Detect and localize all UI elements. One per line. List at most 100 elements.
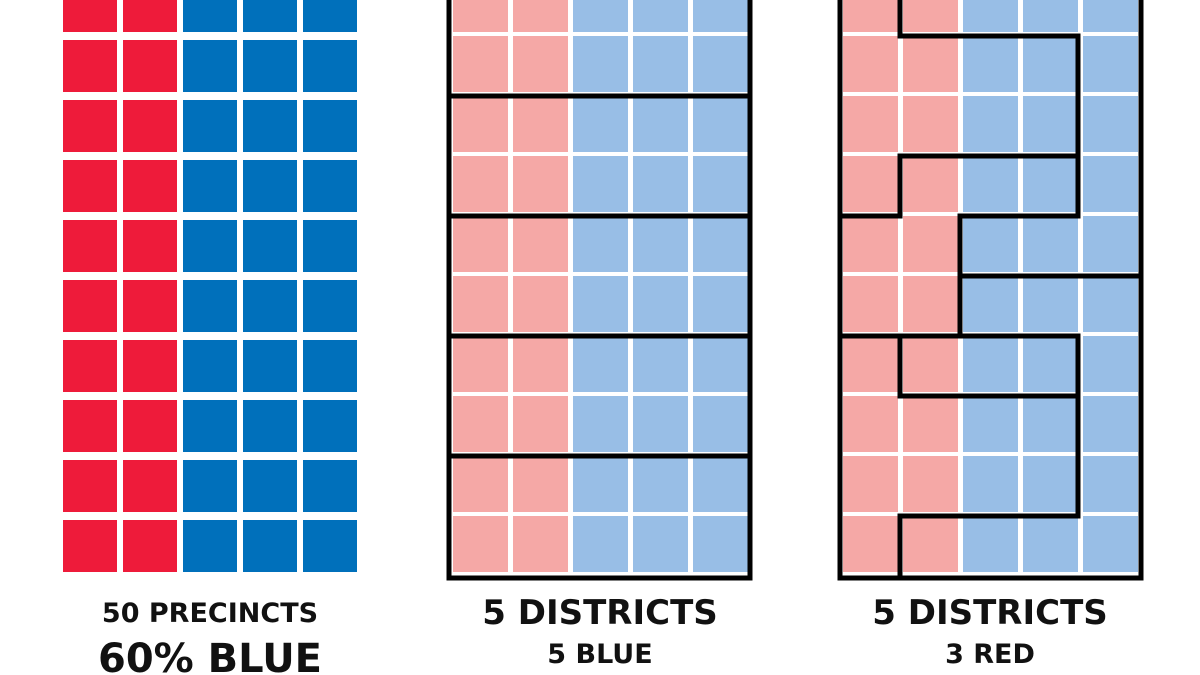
panel-title: 5 DISTRICTS <box>872 593 1108 633</box>
precinct <box>123 160 177 212</box>
precinct <box>303 520 357 572</box>
precinct <box>63 160 117 212</box>
precinct <box>243 100 297 152</box>
precinct <box>633 156 688 212</box>
precinct <box>453 276 508 332</box>
precinct <box>963 96 1018 152</box>
precinct <box>903 456 958 512</box>
precinct <box>1023 0 1078 32</box>
precinct <box>633 276 688 332</box>
precinct <box>963 336 1018 392</box>
precinct <box>573 36 628 92</box>
precinct <box>453 96 508 152</box>
precinct <box>123 220 177 272</box>
precinct <box>513 516 568 572</box>
precinct <box>303 280 357 332</box>
precinct <box>903 36 958 92</box>
panel-subtitle: 60% BLUE <box>98 636 322 675</box>
precinct <box>123 400 177 452</box>
precinct <box>573 216 628 272</box>
precinct <box>63 40 117 92</box>
precinct <box>453 456 508 512</box>
precinct <box>183 220 237 272</box>
precinct <box>1083 396 1138 452</box>
precinct <box>903 156 958 212</box>
precinct <box>513 36 568 92</box>
precinct <box>303 0 357 32</box>
precinct <box>303 40 357 92</box>
precinct <box>243 280 297 332</box>
precinct <box>963 156 1018 212</box>
precinct <box>1083 456 1138 512</box>
precinct <box>693 456 748 512</box>
precinct <box>63 220 117 272</box>
precinct <box>693 516 748 572</box>
precinct <box>573 0 628 32</box>
precinct <box>453 336 508 392</box>
precinct <box>963 276 1018 332</box>
precinct <box>843 36 898 92</box>
precinct <box>513 156 568 212</box>
precinct <box>843 96 898 152</box>
precinct <box>123 40 177 92</box>
precinct <box>1083 216 1138 272</box>
precinct <box>843 396 898 452</box>
precinct <box>453 156 508 212</box>
precinct <box>1023 516 1078 572</box>
precinct <box>633 396 688 452</box>
precinct <box>123 280 177 332</box>
precinct <box>843 216 898 272</box>
precinct <box>243 160 297 212</box>
precinct <box>183 340 237 392</box>
precinct <box>123 340 177 392</box>
precinct <box>63 520 117 572</box>
precinct <box>573 156 628 212</box>
precinct <box>243 220 297 272</box>
panel-subtitle: 5 BLUE <box>547 639 652 670</box>
precinct <box>243 340 297 392</box>
districts-compact <box>446 0 753 581</box>
precinct <box>513 276 568 332</box>
precinct <box>903 396 958 452</box>
precinct <box>183 100 237 152</box>
precinct <box>303 460 357 512</box>
precinct <box>123 0 177 32</box>
precinct <box>633 36 688 92</box>
precinct <box>63 0 117 32</box>
panel-title: 5 DISTRICTS <box>482 593 718 633</box>
panel-title: 50 PRECINCTS <box>102 598 318 629</box>
precinct <box>63 280 117 332</box>
precinct <box>693 216 748 272</box>
precinct <box>513 96 568 152</box>
precinct <box>903 516 958 572</box>
precinct <box>693 0 748 32</box>
precinct <box>513 396 568 452</box>
precinct-grids <box>63 0 1138 572</box>
panel-subtitle: 3 RED <box>945 639 1035 670</box>
precinct <box>243 460 297 512</box>
precinct <box>963 396 1018 452</box>
precinct <box>633 0 688 32</box>
precinct <box>243 0 297 32</box>
precinct <box>1083 336 1138 392</box>
precinct <box>633 516 688 572</box>
precinct <box>303 100 357 152</box>
precinct <box>903 276 958 332</box>
precinct <box>573 396 628 452</box>
district-outline <box>446 0 753 581</box>
district-border <box>840 333 1081 578</box>
precinct <box>843 516 898 572</box>
precinct <box>453 36 508 92</box>
precinct <box>1083 96 1138 152</box>
precinct <box>573 96 628 152</box>
precinct <box>1083 516 1138 572</box>
precinct <box>963 36 1018 92</box>
precinct <box>573 516 628 572</box>
precinct <box>1023 216 1078 272</box>
precinct <box>123 520 177 572</box>
precinct <box>513 0 568 32</box>
precinct <box>1023 276 1078 332</box>
precinct <box>693 96 748 152</box>
precinct <box>693 396 748 452</box>
